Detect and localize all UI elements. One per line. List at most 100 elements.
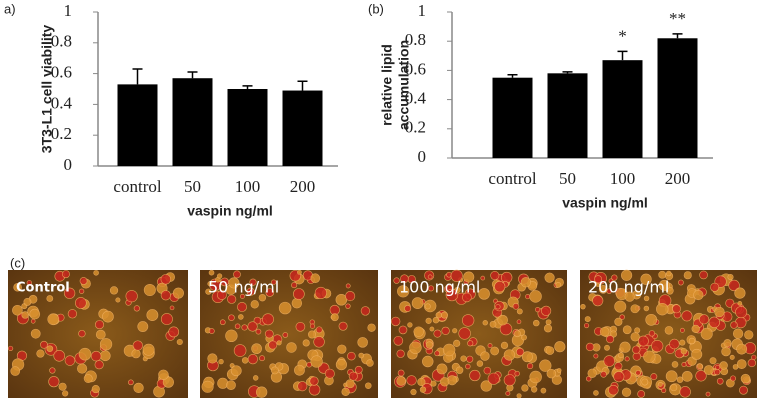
cell bbox=[541, 305, 552, 316]
y-tick-label: 0.6 bbox=[51, 63, 72, 82]
cell bbox=[512, 303, 520, 310]
cell bbox=[487, 372, 500, 385]
cell bbox=[241, 324, 248, 331]
cell bbox=[587, 368, 597, 378]
cell bbox=[406, 375, 417, 386]
cell bbox=[516, 347, 525, 357]
y-axis-label: accumulation bbox=[396, 40, 412, 130]
cell bbox=[345, 379, 355, 389]
cell bbox=[734, 287, 746, 299]
cell bbox=[727, 274, 734, 281]
cell bbox=[648, 330, 656, 337]
cell bbox=[30, 318, 36, 324]
cell bbox=[313, 336, 325, 348]
cell bbox=[505, 390, 511, 396]
cell bbox=[445, 288, 459, 302]
y-tick-label: 1 bbox=[64, 1, 73, 20]
cell bbox=[556, 368, 562, 373]
error-bar bbox=[617, 50, 628, 61]
cell bbox=[539, 359, 552, 372]
cell bbox=[230, 365, 242, 377]
x-tick-label: 50 bbox=[559, 169, 576, 188]
cell bbox=[708, 316, 720, 328]
cell bbox=[337, 344, 347, 354]
y-tick-label: 0.8 bbox=[405, 30, 426, 49]
cell bbox=[169, 305, 175, 311]
cell bbox=[247, 321, 258, 332]
cell bbox=[310, 273, 321, 284]
cell bbox=[264, 329, 274, 339]
cell bbox=[545, 346, 555, 355]
cell bbox=[714, 306, 725, 318]
cell bbox=[440, 311, 448, 319]
cell bbox=[452, 328, 458, 334]
y-tick-label: 0.8 bbox=[51, 32, 72, 51]
cell bbox=[543, 324, 553, 333]
cell bbox=[630, 304, 640, 314]
cell bbox=[520, 277, 532, 288]
micrograph-label: 50 ng/ml bbox=[208, 278, 279, 297]
cell bbox=[255, 328, 262, 335]
cell bbox=[216, 290, 227, 300]
cell bbox=[137, 321, 149, 332]
cell bbox=[651, 339, 664, 353]
cell bbox=[699, 314, 710, 325]
cell bbox=[338, 321, 348, 331]
cell bbox=[125, 290, 138, 303]
cell bbox=[308, 384, 321, 396]
bar bbox=[547, 73, 588, 158]
cell bbox=[393, 335, 404, 346]
cell bbox=[715, 364, 721, 370]
cell bbox=[529, 370, 542, 384]
x-tick-label: control bbox=[488, 169, 536, 188]
cell bbox=[455, 366, 464, 374]
cell bbox=[436, 363, 448, 375]
cell bbox=[255, 386, 268, 398]
cell bbox=[354, 365, 363, 374]
cell bbox=[703, 365, 714, 375]
bar bbox=[492, 77, 533, 158]
cell bbox=[67, 309, 78, 319]
x-axis-label: vaspin ng/ml bbox=[187, 203, 273, 219]
cell bbox=[635, 370, 641, 376]
cell bbox=[695, 370, 707, 382]
bar bbox=[282, 90, 323, 166]
y-tick-label: 0 bbox=[64, 155, 73, 174]
cell bbox=[554, 341, 566, 353]
cell bbox=[419, 386, 427, 393]
panel-label: a) bbox=[4, 1, 16, 16]
cell bbox=[7, 345, 14, 352]
cell bbox=[26, 280, 32, 286]
cell bbox=[62, 390, 69, 397]
cell bbox=[679, 386, 691, 398]
cell bbox=[619, 314, 625, 320]
cell bbox=[462, 292, 472, 303]
cell bbox=[688, 337, 696, 345]
cell bbox=[624, 356, 630, 362]
cell bbox=[599, 326, 610, 337]
cell bbox=[705, 391, 711, 397]
cell bbox=[665, 370, 678, 383]
cell bbox=[234, 323, 241, 330]
error-bar bbox=[297, 80, 308, 91]
cell bbox=[109, 286, 119, 295]
significance-mark: * bbox=[618, 26, 627, 45]
cell bbox=[657, 381, 663, 387]
cell bbox=[535, 306, 541, 313]
cell bbox=[253, 316, 262, 325]
cell bbox=[480, 380, 492, 392]
significance-mark: ** bbox=[669, 9, 686, 28]
cell bbox=[476, 360, 484, 367]
cell bbox=[466, 355, 474, 363]
cell bbox=[347, 351, 356, 361]
cell bbox=[297, 269, 302, 275]
cell bbox=[276, 340, 282, 346]
cell bbox=[737, 301, 743, 306]
cell bbox=[598, 284, 608, 294]
cell bbox=[608, 278, 614, 284]
cell bbox=[95, 329, 106, 340]
cell bbox=[427, 274, 433, 280]
cell bbox=[91, 385, 100, 394]
cell bbox=[94, 360, 104, 370]
cell bbox=[398, 325, 408, 335]
